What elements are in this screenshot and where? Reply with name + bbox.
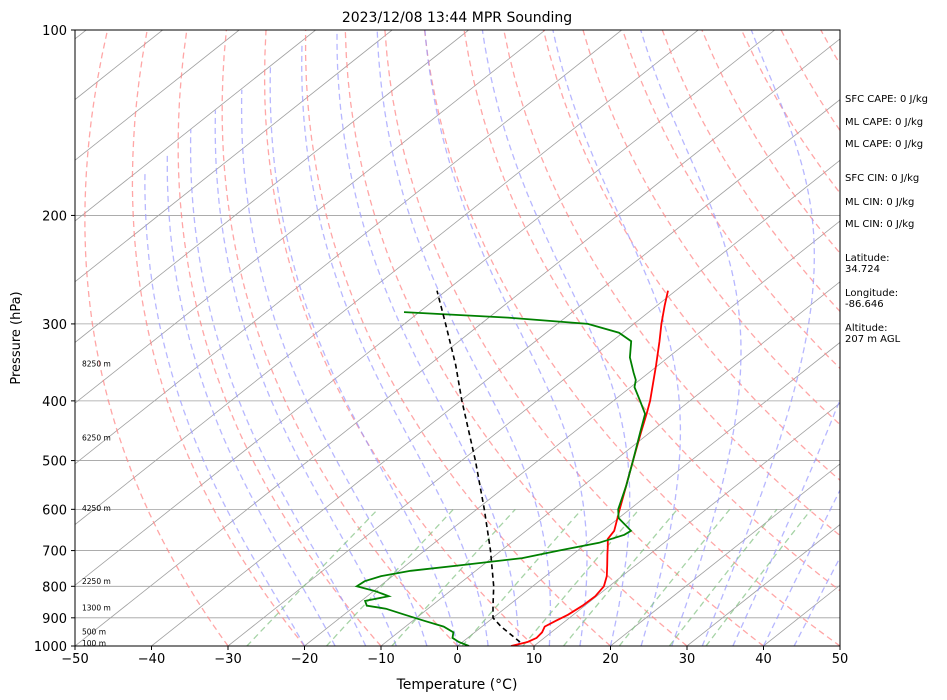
parcel-profile xyxy=(436,290,521,643)
dry-adiabat xyxy=(503,30,840,537)
mixing-ratio-line xyxy=(246,508,379,646)
x-tick-label: −50 xyxy=(61,652,88,667)
axes: −50 −40 −30 −20 −10 0 10 20 30 40 50 100 200 300 400 50… xyxy=(34,24,848,667)
isotherm-line xyxy=(75,30,240,161)
height-label: 100 m xyxy=(82,639,106,648)
height-label: 2250 m xyxy=(82,577,111,586)
x-tick-label: −10 xyxy=(367,652,394,667)
height-label: 1300 m xyxy=(82,604,111,613)
x-tick-label: 10 xyxy=(526,652,543,667)
dry-adiabat xyxy=(263,30,535,646)
isotherm-line xyxy=(533,402,840,646)
isotherm-line xyxy=(610,463,840,646)
y-tick-label: 600 xyxy=(42,503,67,518)
y-tick-label: 800 xyxy=(42,580,67,595)
dry-adiabat xyxy=(221,30,458,646)
dry-adiabat xyxy=(542,30,840,482)
isotherm-line xyxy=(75,30,699,526)
moist-adiabat xyxy=(336,30,520,646)
height-label: 8250 m xyxy=(82,360,111,369)
isotherm-line xyxy=(75,30,316,222)
moist-adiabat xyxy=(481,30,631,646)
dry-adiabat xyxy=(384,30,764,646)
moist-adiabat xyxy=(144,171,306,646)
y-tick-label: 500 xyxy=(42,455,67,470)
mixing-ratio-line xyxy=(461,508,583,646)
isotherm-line xyxy=(304,220,840,646)
height-labels: 8250 m 6250 m 4250 m 2250 m 1300 m 500 m 100 m xyxy=(82,360,111,648)
moist-adiabat xyxy=(189,129,367,646)
info-ml-cape-2: ML CAPE: 0 J/kg xyxy=(845,139,924,150)
y-axis-label: Pressure (hPa) xyxy=(9,291,24,384)
dry-adiabat xyxy=(131,30,306,646)
dry-adiabat xyxy=(423,30,840,646)
y-tick-label: 900 xyxy=(42,612,67,627)
dry-adiabat xyxy=(582,30,840,426)
info-latitude: Latitude: 34.724 xyxy=(845,253,890,275)
info-sfc-cin: SFC CIN: 0 J/kg xyxy=(845,173,920,184)
height-label: 500 m xyxy=(82,627,106,636)
y-tick-label: 200 xyxy=(42,209,67,224)
isotherm-line xyxy=(75,38,840,646)
moist-adiabat xyxy=(424,30,588,646)
dry-adiabat xyxy=(304,30,611,646)
moist-adiabat xyxy=(376,30,552,646)
moist-adiabat xyxy=(732,398,840,646)
moist-adiabat xyxy=(240,89,428,646)
info-ml-cin-1: ML CIN: 0 J/kg xyxy=(845,197,915,208)
info-altitude: Altitude: 207 m AGL xyxy=(845,323,901,345)
mixing-ratio-line xyxy=(326,508,454,646)
y-tick-label: 1000 xyxy=(34,640,67,655)
info-ml-cape-1: ML CAPE: 0 J/kg xyxy=(845,117,924,128)
dry-adiabat xyxy=(463,30,840,592)
info-sfc-cape: SFC CAPE: 0 J/kg xyxy=(845,94,928,105)
isotherm-line xyxy=(380,281,840,646)
x-tick-label: 20 xyxy=(602,652,619,667)
dewpoint-profile xyxy=(354,311,647,646)
y-tick-label: 100 xyxy=(42,24,67,39)
dry-adiabat xyxy=(177,30,382,646)
mixing-ratio-line xyxy=(668,508,778,646)
moist-adiabat xyxy=(214,110,397,646)
dry-adiabat xyxy=(940,30,947,646)
chart-title: 2023/12/08 13:44 MPR Sounding xyxy=(342,10,572,26)
x-tick-label: 50 xyxy=(832,652,849,667)
moist-adiabat xyxy=(640,30,742,646)
y-tick-label: 300 xyxy=(42,318,67,333)
moist-adiabat xyxy=(166,155,336,646)
reference-lines xyxy=(75,30,947,646)
data-series xyxy=(354,290,669,646)
isotherm-line xyxy=(75,30,775,586)
mixing-ratio-line xyxy=(391,508,516,646)
moist-adiabat xyxy=(269,67,459,646)
isotherm-line xyxy=(686,524,840,646)
isotherm-line xyxy=(75,30,622,465)
height-label: 6250 m xyxy=(82,434,111,443)
mixing-ratio-line xyxy=(562,508,678,646)
height-label: 4250 m xyxy=(82,504,111,513)
moist-adiabat xyxy=(701,30,815,646)
x-tick-label: −40 xyxy=(138,652,165,667)
isotherm-line xyxy=(75,30,469,343)
x-tick-label: −20 xyxy=(291,652,318,667)
isotherm-line xyxy=(75,30,393,283)
mixing-ratio-line xyxy=(618,508,731,646)
y-tick-label: 700 xyxy=(42,545,67,560)
isotherm-line xyxy=(151,99,840,646)
mixing-ratio-line xyxy=(705,508,812,646)
info-ml-cin-2: ML CIN: 0 J/kg xyxy=(845,219,915,230)
isotherm-line xyxy=(75,30,546,404)
moist-adiabat xyxy=(301,43,489,646)
x-tick-label: −30 xyxy=(214,652,241,667)
x-tick-label: 0 xyxy=(453,652,461,667)
dry-adiabat xyxy=(84,30,229,646)
x-axis-label: Temperature (°C) xyxy=(396,677,518,693)
x-tick-label: 40 xyxy=(755,652,772,667)
y-tick-label: 400 xyxy=(42,395,67,410)
info-longitude: Longitude: -86.646 xyxy=(845,288,899,310)
x-tick-label: 30 xyxy=(679,652,696,667)
temperature-profile xyxy=(510,290,669,646)
isotherm-line xyxy=(227,159,840,646)
